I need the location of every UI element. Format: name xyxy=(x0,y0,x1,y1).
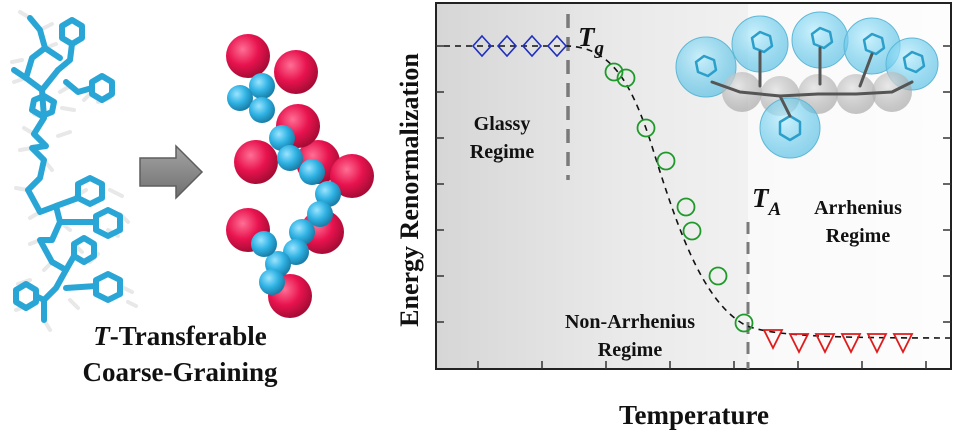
arrhenius-marker xyxy=(762,329,784,351)
transition-markers xyxy=(604,62,754,333)
glassy-label-1: Glassy xyxy=(474,113,531,135)
tg-symbol: T xyxy=(578,22,596,52)
transition-marker xyxy=(682,221,702,241)
arrhenius-label-2: Regime xyxy=(826,225,891,247)
arrhenius-marker xyxy=(866,333,888,355)
transition-marker xyxy=(636,118,656,138)
x-axis-label: Temperature xyxy=(619,400,769,430)
energy-renormalization-plot: Tg TA Glassy Regime Arrhenius Regime Non… xyxy=(395,2,952,430)
x-axis-ticks xyxy=(477,361,927,369)
atomistic-polymer-model xyxy=(10,10,138,332)
ta-symbol: T xyxy=(752,183,770,213)
tg-label: Tg xyxy=(578,22,604,59)
inset-cg-molecule xyxy=(675,11,939,159)
tg-subscript: g xyxy=(594,38,605,59)
caption-line-1: T-Transferable xyxy=(93,321,266,351)
arrhenius-marker xyxy=(788,333,810,355)
carbon-skeleton xyxy=(11,15,123,323)
arrhenius-marker xyxy=(814,333,836,355)
plot-frame xyxy=(435,2,952,370)
caption-line-2: Coarse-Graining xyxy=(83,357,278,387)
non-arrhenius-label-1: Non-Arrhenius xyxy=(565,311,695,333)
arrhenius-markers xyxy=(762,329,914,355)
transition-marker xyxy=(656,151,676,171)
non-arrhenius-label-2: Regime xyxy=(598,339,663,361)
coarse-grained-model xyxy=(226,34,374,318)
glassy-markers xyxy=(471,34,568,58)
glassy-label-2: Regime xyxy=(470,141,535,163)
transition-marker xyxy=(616,68,636,88)
caption-t-symbol: T xyxy=(93,321,111,351)
glassy-marker xyxy=(496,34,518,58)
transition-marker xyxy=(734,313,754,333)
transition-marker xyxy=(708,266,728,286)
transition-marker xyxy=(604,62,624,82)
transition-marker xyxy=(676,197,696,217)
transformation-arrow xyxy=(139,144,204,200)
arrhenius-marker xyxy=(892,333,914,355)
ta-subscript: A xyxy=(768,199,782,220)
caption-transferable-text: -Transferable xyxy=(110,321,267,351)
arrhenius-label-1: Arrhenius xyxy=(814,197,902,219)
glassy-marker xyxy=(521,34,543,58)
glassy-marker xyxy=(546,34,568,58)
y-axis-label: Energy Renormalization xyxy=(395,53,424,327)
y-axis-ticks xyxy=(436,45,951,323)
arrhenius-marker xyxy=(840,333,862,355)
glassy-marker xyxy=(471,34,493,58)
ta-label: TA xyxy=(752,183,781,220)
